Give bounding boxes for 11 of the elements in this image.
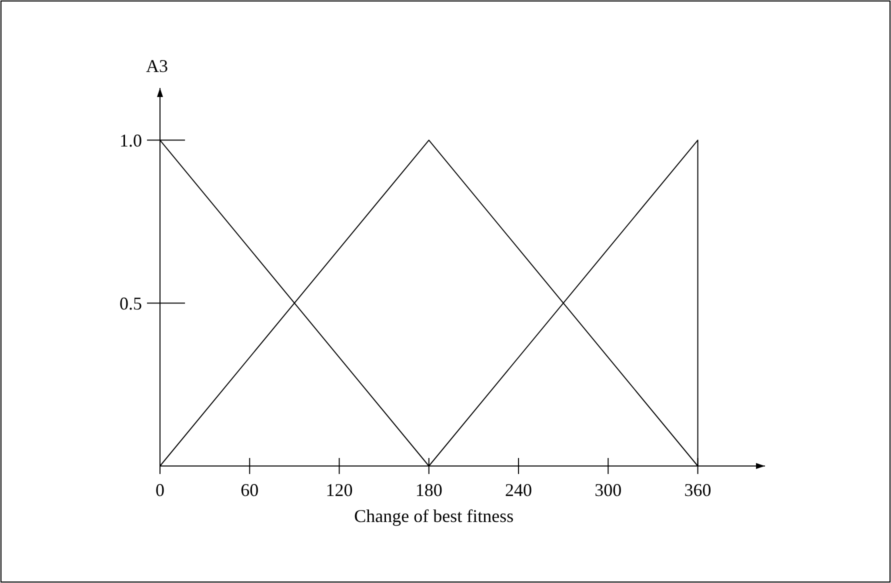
x-tick-label: 240: [505, 480, 532, 500]
y-axis-title: A3: [146, 56, 168, 76]
x-tick-label: 360: [684, 480, 712, 500]
x-axis-title: Change of best fitness: [354, 506, 514, 526]
x-tick-label: 120: [326, 480, 353, 500]
x-tick-label: 300: [594, 480, 622, 500]
x-tick-label: 0: [156, 480, 164, 500]
x-tick-label: 180: [415, 480, 442, 500]
x-tick-label: 60: [240, 480, 259, 500]
y-tick-label: 0.5: [120, 293, 142, 314]
y-tick-label: 1.0: [120, 130, 142, 150]
